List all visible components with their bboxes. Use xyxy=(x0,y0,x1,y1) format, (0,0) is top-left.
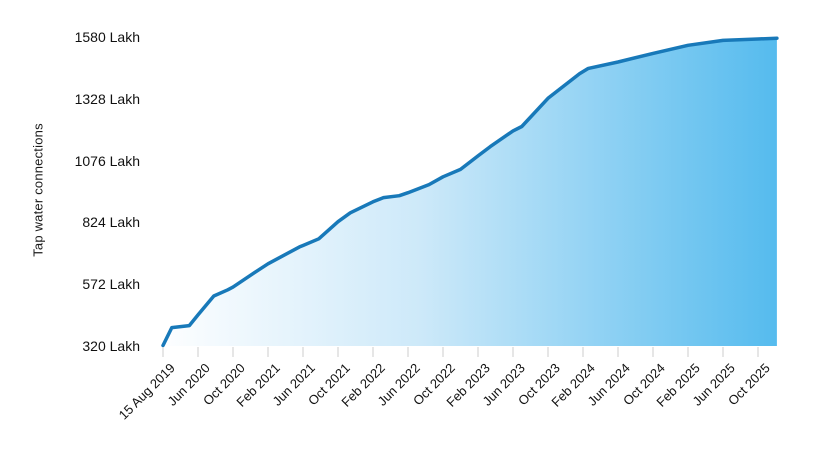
y-axis-tick-label: 824 Lakh xyxy=(82,214,140,231)
area-series-line xyxy=(161,36,779,348)
y-axis-tick-label: 1076 Lakh xyxy=(74,152,140,169)
y-axis-tick-label: 320 Lakh xyxy=(82,338,140,354)
y-axis-tick-label: 1580 Lakh xyxy=(74,29,140,45)
area-series-fill xyxy=(163,38,777,346)
y-axis-tick-label: 572 Lakh xyxy=(82,276,140,293)
y-axis-tick-label: 1328 Lakh xyxy=(74,90,140,107)
